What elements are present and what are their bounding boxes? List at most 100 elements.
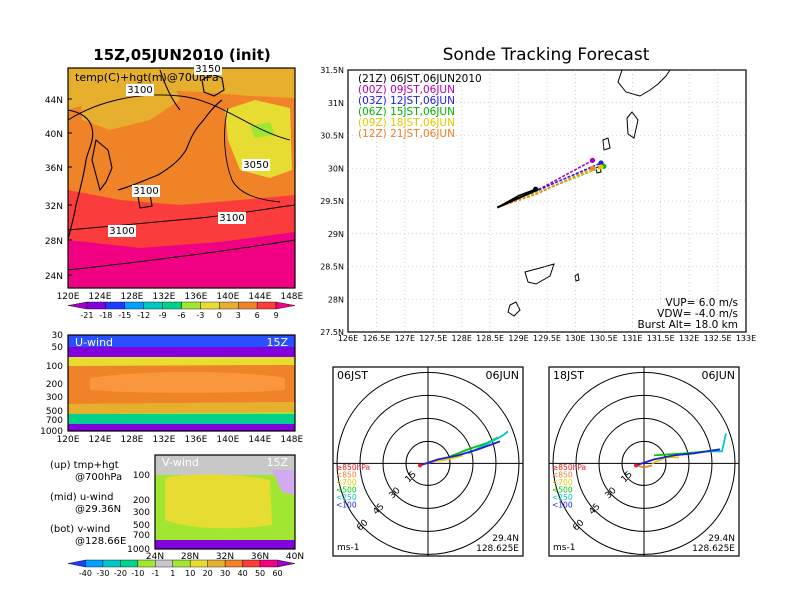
legend-entry: (21Z) 06JST,06JUN2010 bbox=[358, 73, 482, 85]
colorbar-label: -6 bbox=[178, 311, 186, 320]
wind-colorbar: -40 -30 -20 -10 -1 1 10 20 30 40 50 60 bbox=[67, 559, 296, 578]
lon-tick: 132E bbox=[679, 334, 699, 343]
lat-tick: 31.5N bbox=[320, 66, 344, 75]
pressure-tick: 300 bbox=[133, 508, 150, 518]
note-mid: (mid) u-wind bbox=[50, 492, 113, 503]
colorbar-swatch bbox=[200, 301, 220, 310]
colorbar-swatch bbox=[219, 301, 239, 310]
lon-tick: 131.5E bbox=[647, 334, 675, 343]
u-wind-time: 15Z bbox=[266, 336, 288, 349]
pressure-tick: 500 bbox=[133, 521, 150, 531]
colorbar-label: -20 bbox=[114, 569, 127, 578]
lat-tick: 40N bbox=[45, 130, 63, 140]
colorbar-swatch bbox=[256, 301, 277, 310]
colorbar-label: 10 bbox=[185, 569, 195, 578]
lat-tick: 31N bbox=[328, 99, 344, 108]
pressure-tick: 700 bbox=[133, 531, 150, 541]
polar-units: ms-1 bbox=[553, 543, 575, 553]
polar-legend-entry: <500 bbox=[552, 486, 573, 495]
legend-entry: (03Z) 12JST,06JUN bbox=[358, 95, 455, 107]
colorbar-label: 6 bbox=[255, 311, 260, 320]
hodograph-line bbox=[433, 454, 464, 463]
lon-tick: 127E bbox=[395, 334, 415, 343]
note-bot2: @128.66E bbox=[75, 536, 126, 547]
info-vdw: VDW= -4.0 m/s bbox=[657, 308, 738, 320]
track-endpoint bbox=[598, 164, 604, 170]
legend-entry: (06Z) 15JST,06JUN bbox=[358, 106, 455, 118]
lon-tick: 130.5E bbox=[590, 334, 618, 343]
polar-time: 18JST bbox=[553, 369, 584, 382]
polar-legend-entry: <100 bbox=[552, 501, 573, 510]
lon-tick: 128E bbox=[121, 435, 144, 445]
colorbar-swatch bbox=[86, 301, 107, 310]
polar-legend-entry: <850 bbox=[336, 471, 357, 480]
lat-tick: 30N bbox=[328, 164, 344, 173]
polar-legend-entry: <850 bbox=[552, 471, 573, 480]
polar-time: 06JST bbox=[337, 369, 368, 382]
lat-tick: 36N bbox=[45, 164, 63, 174]
contour-label: 3100 bbox=[133, 186, 158, 197]
lat-tick: 44N bbox=[45, 96, 63, 106]
track-line bbox=[496, 167, 593, 209]
colorbar-label: -9 bbox=[159, 311, 167, 320]
note-mid2: @29.36N bbox=[75, 504, 121, 515]
polar-lon: 128.625E bbox=[476, 544, 519, 554]
notes: (up) tmp+hgt @700hPa (mid) u-wind @29.36… bbox=[50, 460, 126, 547]
pressure-tick: 30 bbox=[52, 331, 64, 341]
colorbar-label: -18 bbox=[99, 311, 112, 320]
colorbar-swatch bbox=[190, 559, 208, 568]
pressure-tick: 700 bbox=[46, 416, 63, 426]
hodograph-line bbox=[635, 448, 721, 467]
lat-tick: 28N bbox=[45, 237, 63, 247]
pressure-tick: 1000 bbox=[127, 545, 150, 555]
polar-lat: 29.4N bbox=[492, 534, 519, 544]
lat-tick: 24N bbox=[45, 272, 63, 282]
lon-tick: 140E bbox=[216, 292, 239, 302]
contour-label-bg bbox=[218, 212, 246, 224]
colorbar-swatch bbox=[124, 301, 144, 310]
note-up: (up) tmp+hgt bbox=[50, 460, 119, 471]
temperature-colorbar: -21 -18 -15 -12 -9 -6 -3 0 3 6 9 bbox=[67, 301, 296, 320]
lon-tick: 148E bbox=[280, 435, 303, 445]
lon-tick: 144E bbox=[248, 292, 271, 302]
lon-tick: 136E bbox=[184, 435, 207, 445]
colorbar-swatch bbox=[155, 559, 173, 568]
lon-tick: 132E bbox=[152, 435, 175, 445]
polar-lat: 29.4N bbox=[708, 534, 735, 544]
lat-tick: 28N bbox=[328, 295, 344, 304]
polar-legend-entry: <700 bbox=[552, 478, 573, 487]
lon-tick: 148E bbox=[280, 292, 303, 302]
polar-date: 06JUN bbox=[701, 369, 735, 382]
lat-tick: 28N bbox=[181, 552, 199, 562]
pressure-tick: 300 bbox=[46, 393, 63, 403]
colorbar-swatch bbox=[238, 301, 258, 310]
lat-tick: 30.5N bbox=[320, 132, 344, 141]
polar-legend-entry: <100 bbox=[336, 501, 357, 510]
contour-label-bg bbox=[126, 84, 154, 96]
map-left-lat-ticks: 44N 40N 36N 32N 28N 24N bbox=[45, 96, 72, 282]
lon-tick: 132.5E bbox=[704, 334, 732, 343]
contour-label: 3100 bbox=[219, 213, 244, 224]
colorbar-label: 50 bbox=[255, 569, 265, 578]
lon-tick: 128.5E bbox=[476, 334, 504, 343]
track-info: VUP= 6.0 m/s VDW= -4.0 m/s Burst Alt= 18… bbox=[638, 297, 738, 331]
lat-tick: 32N bbox=[45, 202, 63, 212]
map-left-lon-ticks: 120E 124E 128E 132E 136E 140E 144E 148E bbox=[57, 292, 304, 302]
polar-legend-entry: ≥850hPa bbox=[336, 463, 370, 472]
contour-labels: 3100 3100 3100 3100 3050 3150 bbox=[108, 63, 270, 237]
hodograph-line bbox=[635, 464, 653, 469]
colorbar-swatch bbox=[85, 559, 104, 568]
track-legend: (21Z) 06JST,06JUN2010(00Z) 09JST,06JUN(0… bbox=[358, 73, 482, 140]
lon-tick: 136E bbox=[184, 292, 207, 302]
legend-entry: (12Z) 21JST,06JUN bbox=[358, 128, 455, 140]
track-endpoint bbox=[589, 157, 596, 163]
colorbar-swatch bbox=[67, 559, 86, 568]
lat-tick: 40N bbox=[286, 552, 304, 562]
colorbar-swatch bbox=[120, 559, 139, 568]
lon-tick: 128E bbox=[121, 292, 144, 302]
colorbar-label: 0 bbox=[217, 311, 222, 320]
contour-label-bg bbox=[194, 63, 222, 75]
